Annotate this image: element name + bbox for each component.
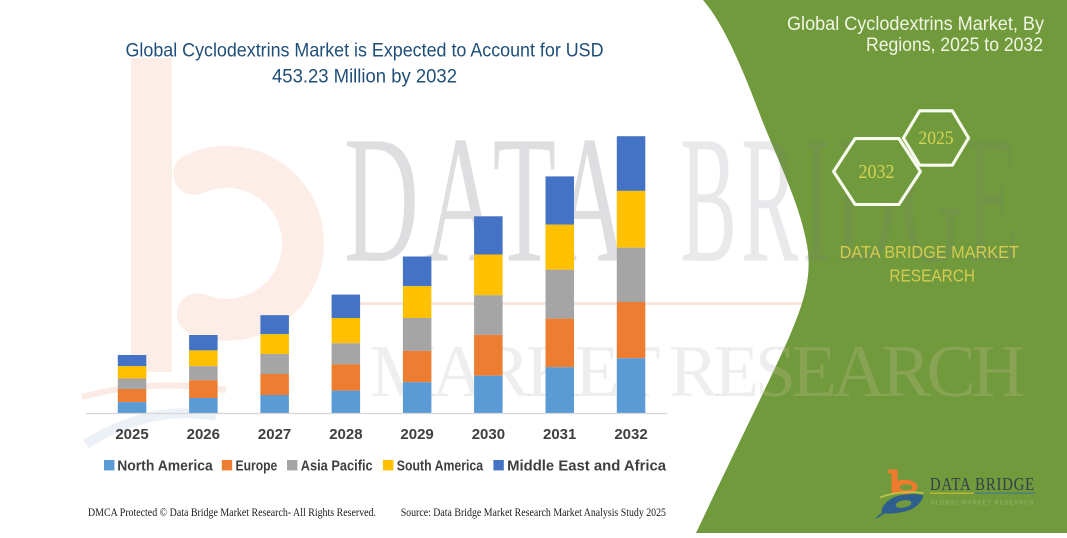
- svg-text:2025: 2025: [115, 426, 148, 443]
- svg-text:Source: Data Bridge Market Res: Source: Data Bridge Market Research Mark…: [401, 507, 667, 519]
- svg-text:Regions, 2025 to 2032: Regions, 2025 to 2032: [866, 35, 1043, 56]
- svg-text:2030: 2030: [472, 426, 505, 443]
- svg-text:Middle East and Africa: Middle East and Africa: [507, 458, 667, 474]
- svg-text:2032: 2032: [859, 161, 895, 183]
- svg-text:453.23 Million by 2032: 453.23 Million by 2032: [272, 65, 457, 87]
- svg-text:North America: North America: [117, 458, 214, 474]
- svg-text:Global Cyclodextrins Market, B: Global Cyclodextrins Market, By: [787, 14, 1044, 35]
- svg-text:2032: 2032: [614, 426, 647, 443]
- svg-text:2028: 2028: [329, 426, 362, 443]
- svg-text:DATA BRIDGE: DATA BRIDGE: [930, 474, 1035, 494]
- svg-text:GLOBAL MARKET RESEARCH: GLOBAL MARKET RESEARCH: [931, 500, 1035, 507]
- svg-text:DATA BRIDGE MARKET: DATA BRIDGE MARKET: [840, 242, 1020, 262]
- svg-text:2029: 2029: [400, 426, 433, 443]
- svg-text:2026: 2026: [187, 426, 220, 443]
- svg-text:Europe: Europe: [236, 458, 278, 474]
- svg-text:2025: 2025: [918, 128, 953, 149]
- svg-text:2031: 2031: [543, 426, 576, 443]
- svg-text:RESEARCH: RESEARCH: [889, 265, 975, 285]
- svg-text:Asia Pacific: Asia Pacific: [301, 458, 373, 474]
- svg-text:DMCA Protected © Data Bridge M: DMCA Protected © Data Bridge Market Rese…: [88, 507, 376, 519]
- svg-text:Global Cyclodextrins Market is: Global Cyclodextrins Market is Expected …: [126, 40, 604, 62]
- svg-text:2027: 2027: [258, 426, 291, 443]
- svg-text:South America: South America: [397, 458, 484, 474]
